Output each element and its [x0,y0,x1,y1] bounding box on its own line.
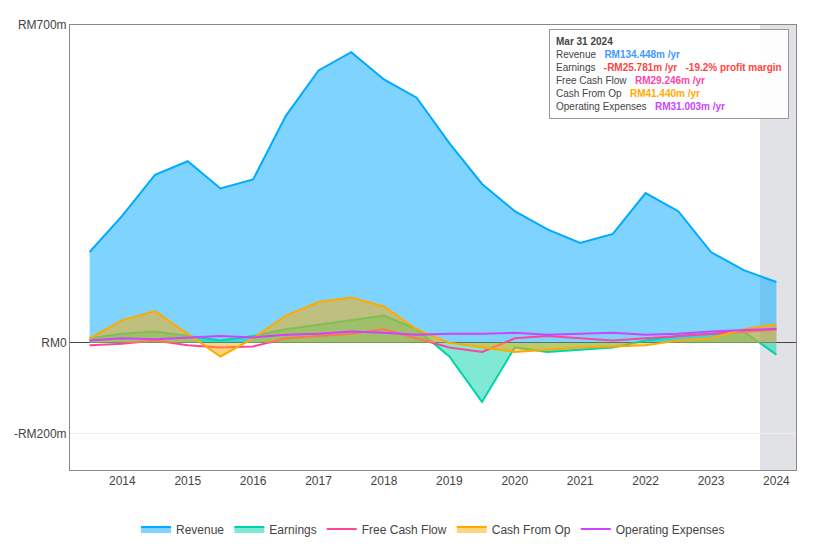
svg-text:2019: 2019 [436,474,463,488]
svg-text:RM0: RM0 [41,336,67,350]
svg-text:2017: 2017 [305,474,332,488]
svg-text:RM700m: RM700m [18,18,67,32]
svg-text:2022: 2022 [632,474,659,488]
svg-text:Free Cash Flow: Free Cash Flow [362,523,447,537]
svg-text:Operating Expenses: Operating Expenses [616,523,725,537]
svg-text:2024: 2024 [763,474,790,488]
svg-text:2014: 2014 [109,474,136,488]
svg-text:2021: 2021 [567,474,594,488]
svg-text:2016: 2016 [240,474,267,488]
svg-text:Cash From Op: Cash From Op [492,523,571,537]
svg-text:Revenue: Revenue [176,523,224,537]
svg-text:Mar 31 2024Revenue RM134.448: Mar 31 2024Revenue RM134.448m /yrEarning… [556,36,782,112]
svg-text:2020: 2020 [501,474,528,488]
svg-text:Earnings: Earnings [269,523,316,537]
svg-text:2015: 2015 [174,474,201,488]
svg-text:2023: 2023 [698,474,725,488]
svg-text:-RM200m: -RM200m [14,427,67,441]
svg-text:2018: 2018 [371,474,398,488]
